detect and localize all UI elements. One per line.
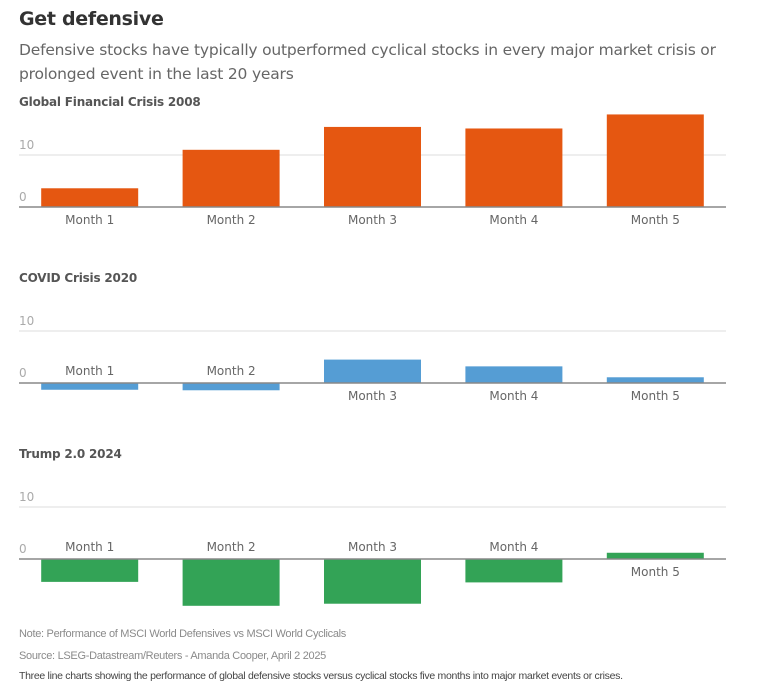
footnote-source: Source: LSEG-Datastream/Reuters - Amanda… (19, 650, 326, 662)
y-tick-label: 10 (19, 138, 34, 152)
x-category-label: Month 5 (631, 565, 680, 579)
y-tick-label: 0 (19, 190, 27, 204)
x-category-label: Month 2 (207, 540, 256, 554)
chart-gfc-2008: 0 10 Month 1 Month 2 Month 3 Month 4 Month 5 (19, 114, 726, 227)
y-tick-label: 10 (19, 314, 34, 328)
x-category-label: Month 1 (65, 213, 114, 227)
y-tick-label: 0 (19, 366, 27, 380)
x-category-label: Month 4 (489, 213, 538, 227)
x-category-label: Month 4 (489, 389, 538, 403)
bar-month-4 (465, 559, 563, 583)
x-category-label: Month 5 (631, 213, 680, 227)
bar-month-1 (41, 383, 139, 390)
bar-month-1 (41, 559, 139, 582)
bar-month-5 (606, 552, 704, 559)
x-category-label: Month 2 (207, 364, 256, 378)
bar-month-5 (606, 377, 704, 383)
chart-title: Get defensive (19, 8, 164, 30)
bar-month-2 (182, 559, 280, 606)
chart-trump-2024: 0 10 Month 1 Month 2 Month 3 Month 4 Month 5 (19, 490, 726, 606)
panel-title-gfc: Global Financial Crisis 2008 (19, 95, 201, 109)
x-category-label: Month 1 (65, 364, 114, 378)
x-category-label: Month 2 (207, 213, 256, 227)
panel-title-covid: COVID Crisis 2020 (19, 271, 137, 285)
bar-month-4 (465, 128, 563, 207)
chart-subtitle: Defensive stocks have typically outperfo… (19, 41, 716, 83)
x-category-label: Month 5 (631, 389, 680, 403)
bar-month-1 (41, 188, 139, 207)
x-category-label: Month 4 (489, 540, 538, 554)
bar-month-3 (324, 559, 421, 604)
footnote-note: Note: Performance of MSCI World Defensiv… (19, 628, 347, 640)
bar-month-2 (182, 149, 280, 207)
x-category-label: Month 3 (348, 389, 397, 403)
bar-month-3 (324, 126, 421, 207)
x-category-label: Month 1 (65, 540, 114, 554)
bar-month-3 (324, 359, 421, 383)
bar-month-2 (182, 383, 280, 391)
bar-month-5 (606, 114, 704, 207)
y-tick-label: 10 (19, 490, 34, 504)
bar-month-4 (465, 366, 563, 383)
x-category-label: Month 3 (348, 213, 397, 227)
footnote-description: Three line charts showing the performanc… (19, 670, 623, 682)
y-tick-label: 0 (19, 542, 27, 556)
chart-covid-2020: 0 10 Month 1 Month 2 Month 3 Month 4 Month 5 (19, 314, 726, 403)
x-category-label: Month 3 (348, 540, 397, 554)
panel-title-trump: Trump 2.0 2024 (19, 447, 122, 461)
